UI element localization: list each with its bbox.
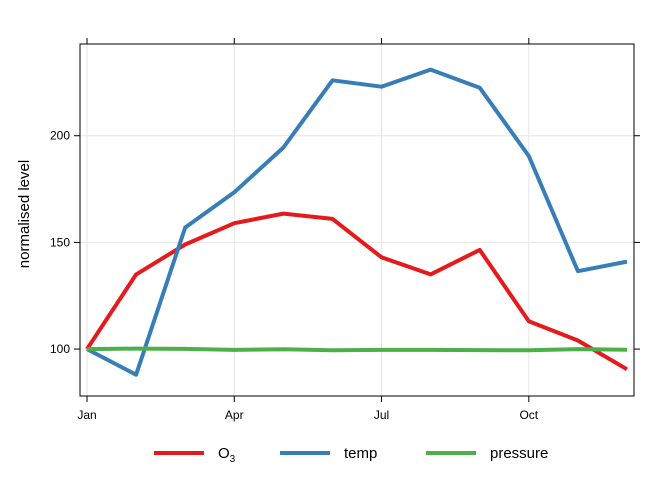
legend-label: temp <box>344 445 377 462</box>
legend: O3 temp pressure <box>154 445 548 465</box>
plot-frame <box>79 43 635 397</box>
grid-lines <box>80 44 634 396</box>
x-tick-label: Jul <box>374 408 389 422</box>
x-tick-label: Apr <box>225 408 244 422</box>
x-tick-label: Oct <box>519 408 538 422</box>
series-line-pressure <box>86 346 628 353</box>
legend-subscript: 3 <box>230 454 236 465</box>
y-tick-label: 200 <box>50 129 70 143</box>
x-tick-label: Jan <box>77 408 96 422</box>
y-axis-title: normalised level <box>16 160 33 268</box>
series-lines <box>85 67 629 377</box>
y-tick-label: 100 <box>50 342 70 356</box>
series-line-temp <box>86 67 628 377</box>
axes: Jan Apr Jul Oct 100 150 200 <box>50 38 640 422</box>
legend-label: O3 <box>218 445 236 465</box>
legend-label: pressure <box>490 445 548 462</box>
series-line-o <box>85 211 629 372</box>
y-tick-label: 150 <box>50 235 70 249</box>
